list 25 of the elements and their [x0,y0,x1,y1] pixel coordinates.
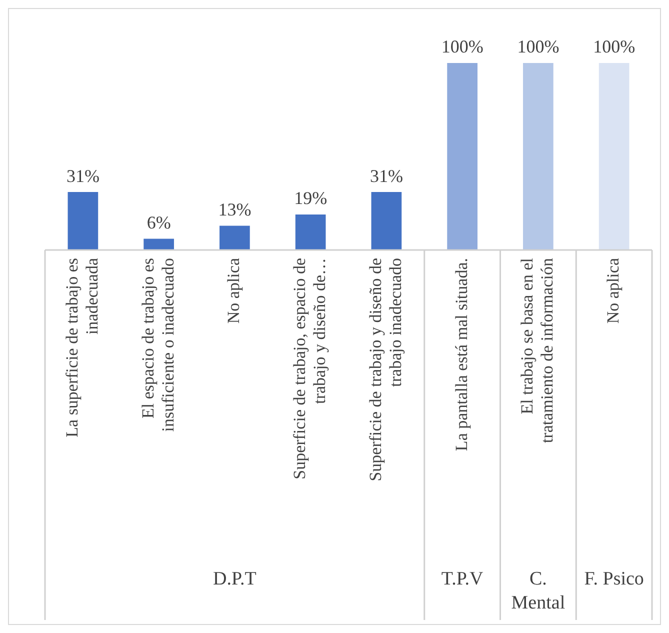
bar [220,226,250,250]
bar [371,192,402,250]
bar [598,63,630,250]
data-label: 100% [593,36,636,57]
x-tick-label: No aplica [604,258,623,324]
data-label: 100% [517,36,560,57]
text: T.P.V [441,568,484,590]
bar [144,238,174,250]
data-label: 31% [66,166,100,186]
x-tick-label: La pantalla está mal situada. [452,258,471,452]
data-label: 100% [441,36,484,57]
data-label: 13% [218,199,252,220]
x-tick-label: La superficie de trabajo es inadecuada [62,258,102,438]
bar [68,192,98,250]
text: C. Mental [511,568,566,614]
bar [295,214,326,250]
text: F. Psico [584,568,644,590]
x-tick-label: Superficie de trabajo, espacio de trabajo y diseño de… [290,258,330,480]
data-label: 6% [146,212,171,233]
x-tick-label: No aplica [224,258,244,324]
bar [447,63,478,250]
bar [523,63,554,250]
data-label: 19% [294,188,328,208]
text: D.P.T [213,568,257,590]
data-label: 31% [370,166,403,186]
